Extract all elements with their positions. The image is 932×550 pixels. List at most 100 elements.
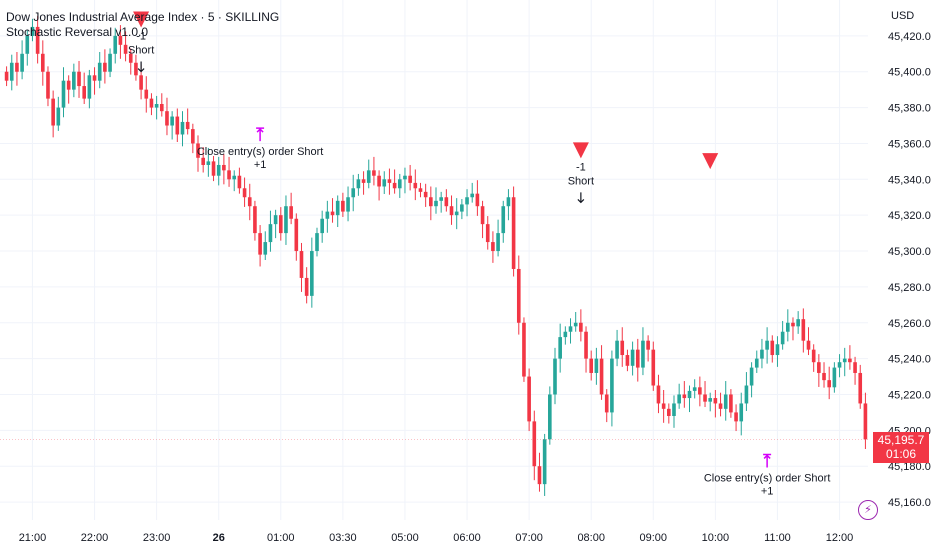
candle-body	[9, 62, 14, 81]
candle-body	[822, 372, 826, 381]
candle-body	[242, 188, 247, 198]
candle-body	[351, 188, 356, 198]
indicator-name[interactable]: Stochastic Reversal v1.0.0	[6, 25, 149, 39]
time-tick-label: 07:00	[515, 532, 543, 544]
candle-body	[703, 394, 707, 402]
candle-body	[672, 403, 676, 416]
candle-body	[263, 242, 268, 255]
candle-body	[237, 175, 242, 189]
short-triangle	[702, 153, 719, 170]
candle-body	[20, 53, 24, 72]
short-arrow	[137, 61, 145, 73]
candle-body	[61, 80, 66, 108]
candle-body	[397, 179, 402, 189]
price-tick-label: 45,280.0	[888, 282, 931, 294]
candle-body	[527, 376, 531, 422]
short-triangle	[133, 11, 150, 28]
candle-body	[708, 398, 713, 402]
last-price-tag: 45,195.7 01:06	[873, 432, 929, 463]
candle-body	[423, 191, 428, 198]
candle-body	[827, 380, 832, 388]
candle-body	[620, 340, 625, 356]
time-tick-label: 11:00	[764, 532, 791, 544]
candle-body	[454, 211, 459, 216]
candle-body	[604, 394, 609, 413]
candle-body	[382, 179, 387, 187]
candle-body	[159, 104, 164, 112]
time-tick-label: 06:00	[453, 532, 481, 544]
candle-body	[646, 340, 650, 350]
candle-body	[449, 206, 454, 216]
price-tick-label: 45,260.0	[888, 318, 931, 330]
candle-body	[832, 367, 837, 388]
candle-body	[258, 233, 262, 255]
candle-body	[403, 175, 407, 180]
candle-body	[563, 331, 568, 338]
candle-body	[134, 62, 138, 76]
candle-body	[408, 175, 412, 183]
candle-body	[501, 206, 506, 234]
candle-body	[289, 206, 293, 219]
candle-body	[749, 367, 754, 386]
candle-body	[346, 197, 350, 212]
candle-body	[651, 349, 656, 386]
short-triangle	[572, 142, 589, 159]
candle-body	[584, 331, 588, 359]
candle-body	[175, 116, 180, 135]
candle-body	[211, 161, 216, 176]
candle-body	[82, 86, 87, 99]
candle-body	[429, 197, 433, 207]
candle-body	[465, 197, 469, 205]
candle-body	[434, 200, 438, 207]
candle-body	[139, 75, 143, 90]
candle-body	[491, 242, 495, 252]
candle-body	[579, 322, 583, 332]
candle-body	[51, 98, 55, 126]
time-tick-label: 12:00	[826, 532, 854, 544]
candle-body	[656, 385, 661, 404]
candle-body	[599, 358, 604, 395]
candle-body	[191, 129, 195, 144]
short-arrow	[577, 192, 585, 204]
price-tick-label: 45,340.0	[888, 174, 931, 186]
candle-body	[594, 358, 599, 373]
candle-body	[372, 170, 376, 176]
price-tick-label: 45,300.0	[888, 246, 931, 258]
candle-body	[842, 358, 847, 363]
candle-body	[118, 35, 123, 45]
candle-body	[682, 394, 687, 399]
candle-body	[801, 319, 806, 341]
time-tick-label: 05:00	[391, 532, 419, 544]
candle-body	[573, 322, 578, 327]
candle-body	[723, 394, 728, 409]
candle-body	[361, 179, 366, 183]
close-arrow	[763, 453, 772, 468]
candle-body	[320, 218, 324, 234]
candle-body	[791, 322, 795, 327]
candle-body	[511, 197, 516, 269]
candle-body	[475, 193, 480, 207]
candle-body	[765, 340, 769, 350]
candle-body	[247, 197, 252, 207]
price-tick-label: 45,360.0	[888, 138, 931, 150]
time-axis[interactable]: 21:00 22:00 23:00 26 01:00 03:30 05:00 06:00 07:…	[19, 532, 854, 544]
currency-label[interactable]: USD	[891, 10, 915, 22]
candle-body	[542, 439, 547, 485]
candle-body	[496, 233, 500, 252]
price-tick-label: 45,320.0	[888, 210, 931, 222]
candle-body	[589, 358, 594, 373]
candle-body	[97, 62, 102, 81]
lightning-icon[interactable]: ⚡	[858, 500, 878, 520]
candle-body	[553, 358, 557, 395]
candle-body	[548, 394, 552, 440]
candle-body	[760, 349, 764, 359]
candle-body	[40, 53, 45, 72]
candle-body	[284, 206, 288, 234]
candle-body	[144, 89, 149, 99]
candle-body	[87, 75, 92, 99]
price-tick-label: 45,420.0	[888, 31, 931, 43]
symbol-title[interactable]: Dow Jones Industrial Average Index · 5 ·…	[6, 10, 280, 24]
time-tick-label: 09:00	[640, 532, 668, 544]
candle-body	[123, 44, 128, 54]
